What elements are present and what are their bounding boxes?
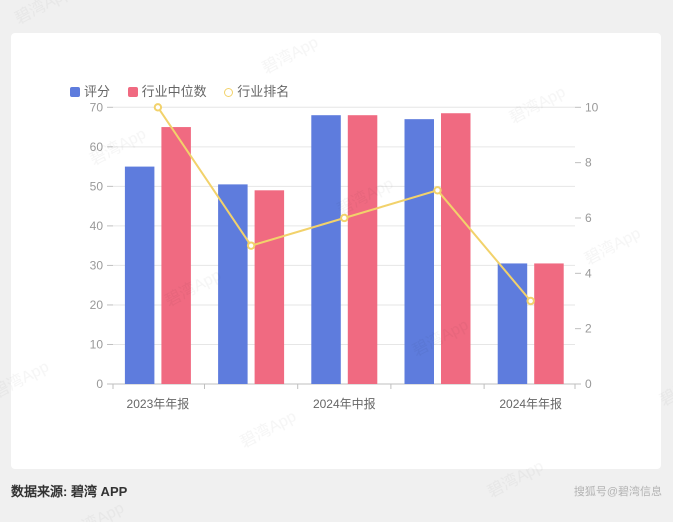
svg-text:40: 40 [90, 219, 104, 233]
svg-text:50: 50 [90, 179, 104, 193]
svg-text:0: 0 [96, 377, 103, 391]
svg-text:4: 4 [585, 266, 592, 280]
svg-text:2024年年报: 2024年年报 [499, 396, 562, 411]
svg-text:6: 6 [585, 211, 592, 225]
svg-text:10: 10 [585, 100, 599, 114]
svg-text:8: 8 [585, 156, 592, 170]
svg-text:60: 60 [90, 140, 104, 154]
svg-text:2024年中报: 2024年中报 [313, 396, 376, 411]
svg-text:30: 30 [90, 258, 104, 272]
svg-text:2023年年报: 2023年年报 [127, 396, 190, 411]
svg-text:20: 20 [90, 298, 104, 312]
svg-text:10: 10 [90, 337, 104, 351]
svg-text:0: 0 [585, 377, 592, 391]
svg-text:2: 2 [585, 322, 592, 336]
svg-text:70: 70 [90, 100, 104, 114]
